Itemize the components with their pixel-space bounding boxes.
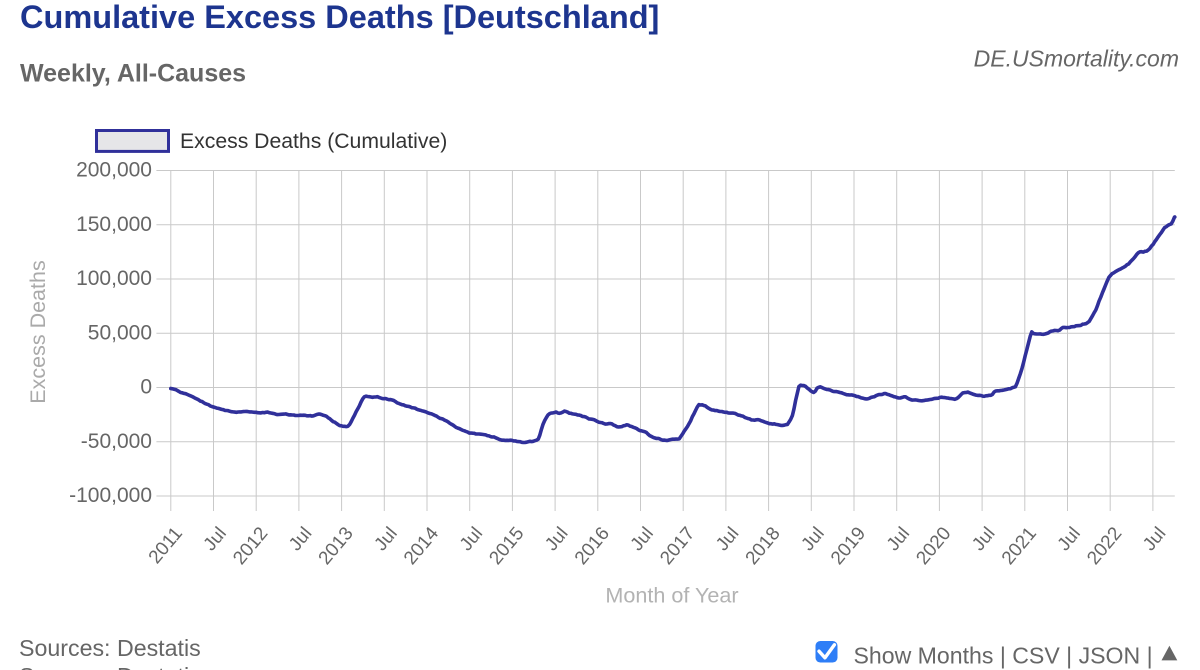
svg-text:Jul: Jul [967,523,998,555]
svg-text:Jul: Jul [797,523,828,555]
svg-text:Excess Deaths (Cumulative): Excess Deaths (Cumulative) [180,130,447,153]
svg-text:Jul: Jul [882,523,913,555]
svg-text:Sources: Destatis: Sources: Destatis [19,663,201,670]
svg-text:100,000: 100,000 [76,267,152,290]
svg-text:Jul: Jul [284,523,315,555]
svg-text:0: 0 [140,376,152,399]
svg-text:Jul: Jul [540,523,571,555]
svg-text:2012: 2012 [229,523,272,569]
svg-text:-100,000: -100,000 [69,484,152,507]
svg-text:Jul: Jul [626,523,657,555]
svg-text:Jul: Jul [1053,523,1084,555]
svg-text:2020: 2020 [912,523,955,569]
svg-text:-50,000: -50,000 [81,430,152,453]
svg-text:Jul: Jul [711,523,742,555]
svg-text:Excess Deaths: Excess Deaths [26,260,50,403]
svg-text:150,000: 150,000 [76,213,152,236]
svg-text:2015: 2015 [485,523,528,569]
svg-text:2019: 2019 [827,523,870,569]
svg-text:2011: 2011 [145,523,187,568]
svg-text:Jul: Jul [199,523,230,555]
svg-text:Jul: Jul [455,523,486,555]
svg-text:2016: 2016 [571,523,614,569]
svg-text:50,000: 50,000 [88,321,152,344]
svg-text:Show Months | CSV | JSON |: Show Months | CSV | JSON | [854,642,1153,668]
svg-text:2013: 2013 [315,523,358,569]
svg-text:Cumulative Excess Deaths [Deut: Cumulative Excess Deaths [Deutschland] [20,0,659,35]
svg-text:Sources: Destatis: Sources: Destatis [19,635,201,661]
svg-text:Month of Year: Month of Year [605,582,738,607]
svg-text:2021: 2021 [998,523,1041,569]
svg-text:Weekly, All-Causes: Weekly, All-Causes [20,60,246,88]
svg-text:2018: 2018 [742,523,785,569]
svg-text:200,000: 200,000 [76,159,152,182]
svg-text:2017: 2017 [656,523,699,569]
svg-text:Jul: Jul [370,523,401,555]
svg-text:DE.USmortality.com: DE.USmortality.com [974,46,1179,72]
svg-text:Jul: Jul [1138,523,1169,555]
svg-text:2022: 2022 [1083,523,1126,569]
svg-text:2014: 2014 [400,523,443,569]
